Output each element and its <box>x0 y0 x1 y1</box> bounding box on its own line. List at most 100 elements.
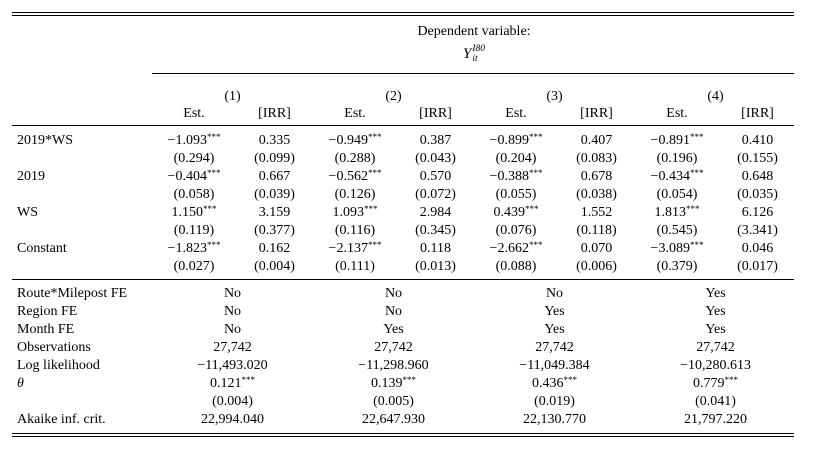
significance-stars: *** <box>206 168 221 178</box>
stat-value: 22,130.770 <box>523 412 586 427</box>
stat-row-route-milepost-fe: Route*Milepost FE No No No Yes <box>12 285 796 303</box>
header-rule <box>12 125 794 126</box>
se-row-constant: (0.027) (0.004) (0.111) (0.013) (0.088) … <box>12 258 796 276</box>
stat-value: No <box>384 304 403 319</box>
coef-irr: 0.570 <box>419 169 452 184</box>
coef-irr: 6.126 <box>741 205 774 220</box>
estimate-value: −0.949 <box>328 133 368 148</box>
model-number: (1) <box>224 89 241 104</box>
significance-stars: *** <box>402 375 417 385</box>
column-header-row: Est. [IRR] Est. [IRR] Est. [IRR] Est. [I… <box>12 105 796 123</box>
coef-estimate: 0.439*** <box>474 204 558 222</box>
row-label: Route*Milepost FE <box>17 286 128 301</box>
estimate-se: (0.111) <box>335 259 375 274</box>
irr-header: [IRR] <box>258 106 291 121</box>
estimate-se: (0.058) <box>173 187 215 202</box>
theta-se: (0.041) <box>695 394 736 409</box>
significance-stars: *** <box>689 240 704 250</box>
estimate-value: −0.891 <box>650 133 690 148</box>
coef-estimate: −0.949*** <box>313 132 397 150</box>
coef-irr: 0.335 <box>258 133 291 148</box>
coef-irr: 0.046 <box>741 241 774 256</box>
stat-value: 27,742 <box>696 340 735 355</box>
estimate-value: −0.562 <box>328 169 368 184</box>
row-label: Log likelihood <box>17 358 100 373</box>
stat-value: 0.139*** <box>313 375 474 393</box>
irr-se: (0.017) <box>737 259 778 274</box>
coef-irr: 0.407 <box>580 133 613 148</box>
significance-stars: *** <box>525 204 539 214</box>
coef-estimate: −0.891*** <box>635 132 719 150</box>
irr-se: (0.155) <box>737 151 778 166</box>
significance-stars: *** <box>364 204 378 214</box>
se-row-ws: (0.119) (0.377) (0.116) (0.345) (0.076) … <box>12 222 796 240</box>
estimate-value: −0.404 <box>167 169 207 184</box>
estimate-se: (0.088) <box>495 259 537 274</box>
theta-value: 0.121 <box>210 376 242 391</box>
coef-row-2019: 2019 −0.404*** 0.667 −0.562*** 0.570 −0.… <box>12 168 796 186</box>
se-row-2019: (0.058) (0.039) (0.126) (0.072) (0.055) … <box>12 186 796 204</box>
model-number: (3) <box>546 89 563 104</box>
stat-value: 27,742 <box>374 340 413 355</box>
significance-stars: *** <box>241 375 256 385</box>
significance-stars: *** <box>203 204 217 214</box>
coef-irr: 1.552 <box>580 205 613 220</box>
irr-se: (0.004) <box>254 259 295 274</box>
irr-se: (0.099) <box>254 151 295 166</box>
estimate-se: (0.119) <box>173 223 215 238</box>
theta-value: 0.779 <box>693 376 725 391</box>
math-expression: Y I80 it <box>463 44 485 64</box>
stat-row-aic: Akaike inf. crit. 22,994.040 22,647.930 … <box>12 411 796 429</box>
irr-se: (3.341) <box>737 223 778 238</box>
significance-stars: *** <box>367 240 382 250</box>
stat-value: Yes <box>705 286 726 301</box>
coef-row-ws: WS 1.150*** 3.159 1.093*** 2.984 0.439**… <box>12 204 796 222</box>
estimate-value: −1.823 <box>167 241 207 256</box>
coef-irr: 0.667 <box>258 169 291 184</box>
stat-value: Yes <box>544 322 565 337</box>
stat-value: No <box>223 286 242 301</box>
est-header: Est. <box>666 106 688 121</box>
irr-se: (0.043) <box>415 151 456 166</box>
estimate-se: (0.055) <box>495 187 537 202</box>
symbol-base: Y <box>462 46 472 62</box>
stat-value: 0.436*** <box>474 375 635 393</box>
irr-se: (0.083) <box>576 151 617 166</box>
estimate-value: −1.093 <box>167 133 207 148</box>
se-row-2019-ws: (0.294) (0.099) (0.288) (0.043) (0.204) … <box>12 150 796 168</box>
bottom-rule-1 <box>12 433 794 434</box>
coef-estimate: −1.823*** <box>152 240 236 258</box>
irr-se: (0.377) <box>254 223 295 238</box>
coef-estimate: −3.089*** <box>635 240 719 258</box>
coef-row-constant: Constant −1.823*** 0.162 −2.137*** 0.118… <box>12 240 796 258</box>
dependent-variable-rule <box>152 73 794 74</box>
coef-estimate: −0.562*** <box>313 168 397 186</box>
coef-irr: 0.387 <box>419 133 452 148</box>
coef-estimate: −2.137*** <box>313 240 397 258</box>
estimate-value: 1.813 <box>654 205 687 220</box>
theta-se: (0.005) <box>373 394 414 409</box>
stat-value: −11,049.384 <box>519 358 590 373</box>
coef-row-2019-ws: 2019*WS −1.093*** 0.335 −0.949*** 0.387 … <box>12 132 796 150</box>
irr-se: (0.013) <box>415 259 456 274</box>
est-header: Est. <box>344 106 366 121</box>
row-label: WS <box>17 205 38 220</box>
coef-estimate: −0.899*** <box>474 132 558 150</box>
dependent-variable-symbol-row: Y I80 it <box>12 42 796 68</box>
stat-value: 0.779*** <box>635 375 796 393</box>
significance-stars: *** <box>724 375 739 385</box>
coef-irr: 0.070 <box>580 241 613 256</box>
estimate-se: (0.076) <box>495 223 537 238</box>
symbol-superscript: I80 <box>472 44 485 54</box>
stat-row-region-fe: Region FE No No Yes Yes <box>12 303 796 321</box>
significance-stars: *** <box>563 375 578 385</box>
theta-se: (0.019) <box>534 394 575 409</box>
row-label: Region FE <box>17 304 78 319</box>
coef-irr: 0.648 <box>741 169 774 184</box>
stat-row-log-likelihood: Log likelihood −11,493.020 −11,298.960 −… <box>12 357 796 375</box>
estimate-value: 1.093 <box>332 205 365 220</box>
estimate-se: (0.545) <box>656 223 698 238</box>
row-label: 2019 <box>17 169 45 184</box>
coefficients-rule <box>12 279 794 280</box>
coef-irr: 0.410 <box>741 133 774 148</box>
